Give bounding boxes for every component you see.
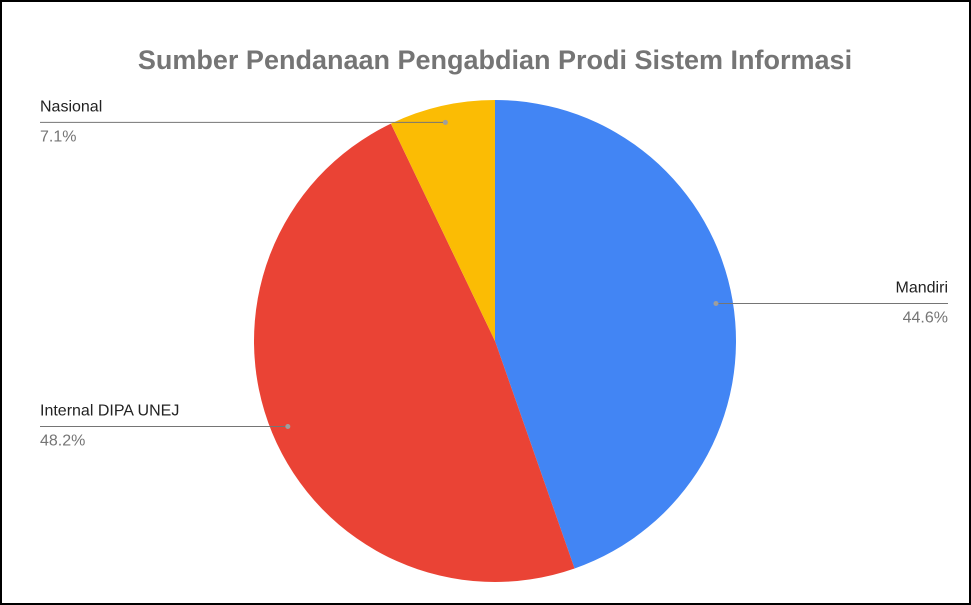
slice-label: Nasional — [40, 99, 102, 116]
leader-dot — [285, 424, 291, 430]
slice-label: Internal DIPA UNEJ — [40, 403, 179, 420]
pie-slice — [495, 100, 736, 569]
leader-dot — [713, 300, 719, 306]
chart-title: Sumber Pendanaan Pengabdian Prodi Sistem… — [138, 45, 852, 75]
leader-dot — [442, 119, 448, 125]
slice-value-label: 48.2% — [40, 433, 85, 450]
pie-slice — [254, 123, 575, 582]
slice-value-label: 7.1% — [40, 129, 76, 146]
slice-label: Mandiri — [896, 280, 948, 297]
pie-slice — [390, 100, 495, 341]
slice-value-label: 44.6% — [903, 310, 948, 327]
